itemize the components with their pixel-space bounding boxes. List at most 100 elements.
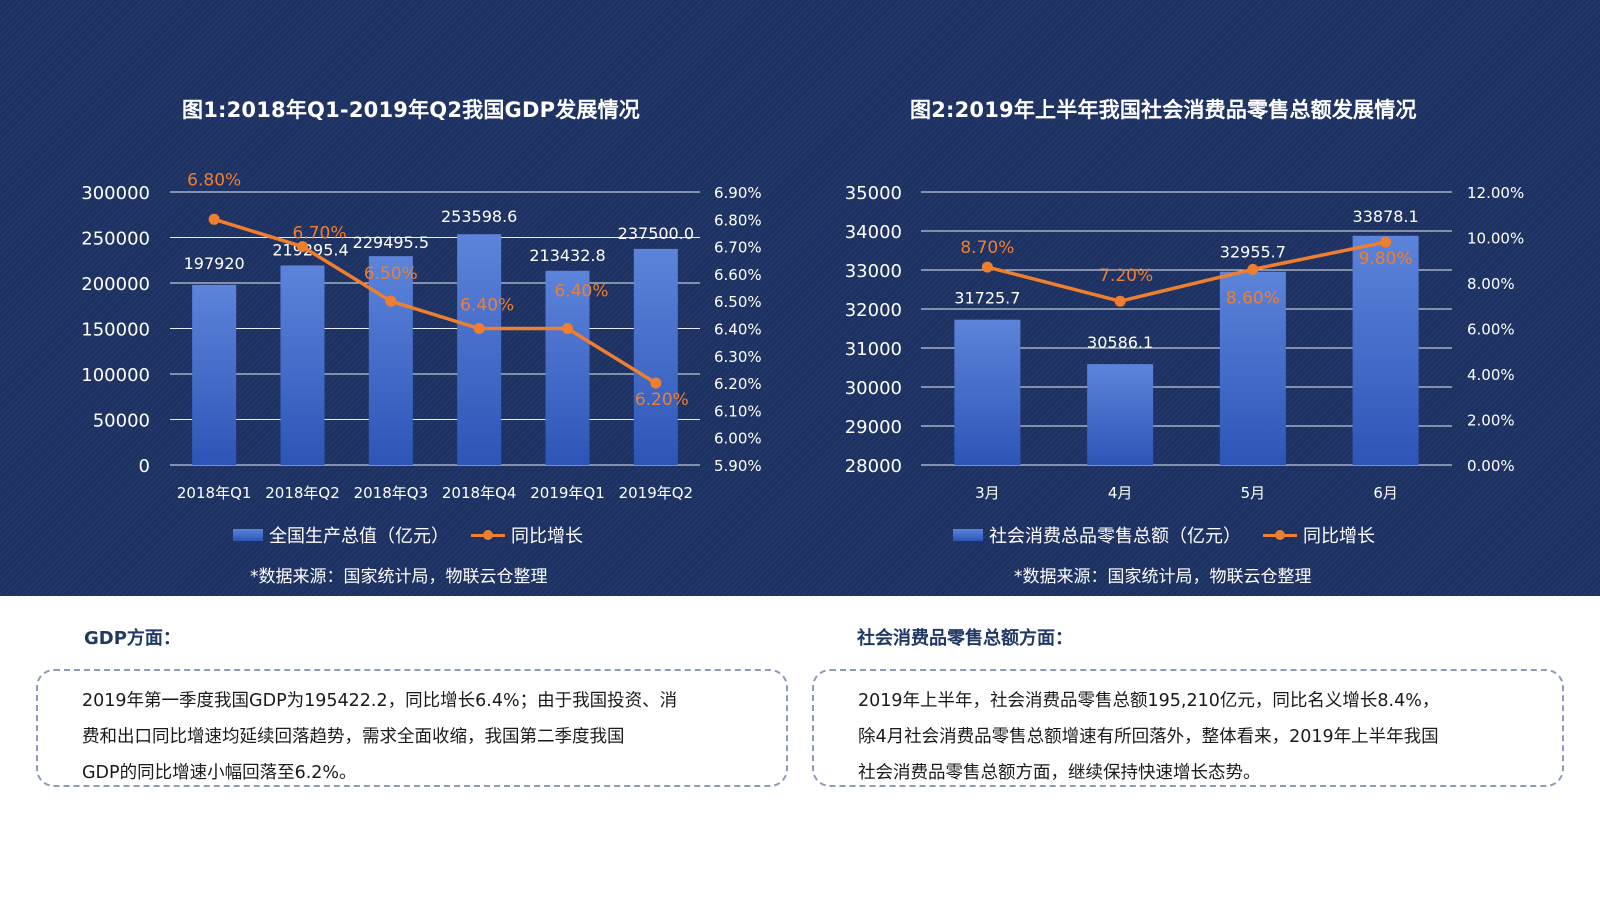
chart2-growth-label: 8.70% <box>960 238 1014 258</box>
chart1-growth-label: 6.40% <box>460 296 514 316</box>
retail-description-box: 2019年上半年，社会消费品零售总额195,210亿元，同比名义增长8.4%， … <box>812 669 1564 787</box>
chart1-bar <box>633 248 678 465</box>
chart2-y-left-tick: 33000 <box>845 261 902 282</box>
chart1-growth-label: 6.70% <box>292 224 346 244</box>
chart1-x-tick: 2018年Q1 <box>177 484 252 502</box>
chart1-y-left-tick: 100000 <box>81 365 150 386</box>
chart2-y-left-tick: 29000 <box>845 417 902 438</box>
chart2-bar-label: 32955.7 <box>1220 243 1286 262</box>
chart1-y-right-tick: 6.00% <box>714 430 762 448</box>
chart2-bar-label: 31725.7 <box>954 289 1020 308</box>
chart2-y-right-tick: 0.00% <box>1467 457 1515 475</box>
retail-text-line: 2019年上半年，社会消费品零售总额195,210亿元，同比名义增长8.4%， <box>858 691 1440 711</box>
chart1-y-right-tick: 6.40% <box>714 321 762 339</box>
chart2-y-right-tick: 10.00% <box>1467 230 1524 248</box>
chart1-growth-label: 6.40% <box>554 282 608 302</box>
chart2-x-tick: 4月 <box>1108 484 1133 502</box>
chart2-y-right-tick: 12.00% <box>1467 184 1524 202</box>
chart1-bar-label: 253598.6 <box>441 207 517 226</box>
chart1-x-tick: 2019年Q1 <box>530 484 605 502</box>
chart1-y-right-tick: 6.50% <box>714 293 762 311</box>
chart2-y-left-tick: 30000 <box>845 378 902 399</box>
chart1-y-left-tick: 250000 <box>81 229 150 250</box>
chart2-legend-line-label: 同比增长 <box>1303 526 1375 547</box>
chart2-y-right-tick: 8.00% <box>1467 275 1515 293</box>
chart1-y-right-tick: 6.90% <box>714 184 762 202</box>
chart1-growth-point <box>385 295 397 307</box>
line-legend-swatch <box>1263 529 1297 540</box>
chart2-growth-label: 9.80% <box>1359 249 1413 269</box>
chart1-source: *数据来源：国家统计局，物联云仓整理 <box>250 567 548 587</box>
chart2-bar <box>1352 235 1419 465</box>
chart2-y-right-tick: 2.00% <box>1467 412 1515 430</box>
chart1-y-left-tick: 150000 <box>81 320 150 341</box>
bar-legend-swatch <box>233 529 263 541</box>
chart1-bar <box>280 265 325 465</box>
chart2-growth-line <box>986 240 1386 304</box>
chart2-y-right-tick: 4.00% <box>1467 366 1515 384</box>
chart1-bar-label: 197920 <box>184 254 245 273</box>
chart2-bar-label: 33878.1 <box>1353 207 1419 226</box>
chart1-bar <box>192 284 237 465</box>
chart1-growth-point <box>562 323 573 334</box>
chart2-y-left-tick: 28000 <box>845 456 902 477</box>
chart1-bar-label: 237500.0 <box>618 224 694 243</box>
chart1-growth-point <box>208 213 220 225</box>
chart2-growth-point <box>1380 236 1392 248</box>
chart1-growth-label: 6.20% <box>635 390 689 410</box>
line-legend-swatch <box>471 529 505 540</box>
chart1-growth-point <box>297 241 308 253</box>
chart2-bar-label: 30586.1 <box>1087 333 1153 352</box>
chart1-growth-line <box>213 217 657 385</box>
chart1-bar-label: 229495.5 <box>353 233 429 252</box>
retail-text-line: 除4月社会消费品零售总额增速有所回落外，整体看来，2019年上半年我国 <box>858 727 1439 747</box>
chart1-y-right-tick: 6.20% <box>714 375 762 393</box>
chart1-bar <box>457 234 502 465</box>
chart1-y-left-tick: 50000 <box>93 411 150 432</box>
chart2-growth-point <box>1114 295 1126 307</box>
chart2-legend: 社会消费总品零售总额（亿元） 同比增长 <box>953 522 1375 548</box>
chart2-x-tick: 3月 <box>975 484 1000 502</box>
chart1-y-left-tick: 300000 <box>81 183 150 204</box>
chart1-legend-bar-label: 全国生产总值（亿元） <box>269 526 449 547</box>
chart1-growth-label: 6.50% <box>364 264 418 284</box>
gdp-text-line: GDP的同比增速小幅回落至6.2%。 <box>82 763 357 783</box>
chart1-y-left-tick: 0 <box>139 456 150 477</box>
chart2-y-right-tick: 6.00% <box>1467 321 1515 339</box>
chart2-growth-point <box>981 261 993 273</box>
chart1-bar <box>545 270 590 465</box>
chart2-y-left-tick: 31000 <box>845 339 902 360</box>
chart2-growth-label: 8.60% <box>1226 288 1280 308</box>
chart1-legend: 全国生产总值（亿元） 同比增长 <box>233 522 583 548</box>
chart1-y-right-tick: 6.10% <box>714 402 762 420</box>
chart-panel-background <box>0 0 1600 596</box>
chart1-y-right-tick: 6.60% <box>714 266 762 284</box>
chart2-x-tick: 6月 <box>1373 484 1398 502</box>
chart1-growth-point <box>473 323 485 334</box>
chart2-y-left-tick: 35000 <box>845 183 902 204</box>
chart1-x-tick: 2019年Q2 <box>619 484 694 502</box>
chart2-growth-label: 7.20% <box>1099 266 1153 286</box>
chart2-growth-point <box>1247 263 1259 275</box>
chart2-bar <box>1219 271 1286 465</box>
chart1-y-right-tick: 6.80% <box>714 211 762 229</box>
retail-section-title: 社会消费品零售总额方面： <box>857 628 1073 649</box>
chart1-growth-label: 6.80% <box>187 170 241 190</box>
gdp-description-box: 2019年第一季度我国GDP为195422.2，同比增长6.4%；由于我国投资、… <box>36 669 788 787</box>
chart2-y-left-tick: 34000 <box>845 222 902 243</box>
gdp-text-line: 2019年第一季度我国GDP为195422.2，同比增长6.4%；由于我国投资、… <box>82 691 678 711</box>
chart2-legend-bar-label: 社会消费总品零售总额（亿元） <box>989 526 1241 547</box>
chart1-title: 图1:2018年Q1-2019年Q2我国GDP发展情况 <box>182 98 641 122</box>
retail-text-line: 社会消费品零售总额方面，继续保持快速增长态势。 <box>858 763 1261 783</box>
chart2-x-tick: 5月 <box>1241 484 1266 502</box>
chart1-x-tick: 2018年Q4 <box>442 484 517 502</box>
chart1-y-right-tick: 5.90% <box>714 457 762 475</box>
chart2-y-left-tick: 32000 <box>845 300 902 321</box>
chart1-x-tick: 2018年Q3 <box>354 484 429 502</box>
chart2-title: 图2:2019年上半年我国社会消费品零售总额发展情况 <box>910 98 1417 122</box>
gdp-section-title: GDP方面： <box>84 628 181 649</box>
chart1-legend-line-label: 同比增长 <box>511 526 583 547</box>
chart1-growth-point <box>650 377 662 389</box>
